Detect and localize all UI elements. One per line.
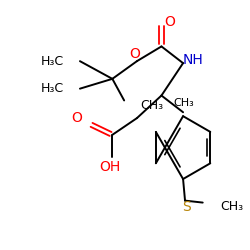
Text: O: O	[71, 111, 82, 125]
Text: OH: OH	[99, 160, 120, 174]
Text: H₃C: H₃C	[41, 55, 64, 68]
Text: H₃C: H₃C	[41, 82, 64, 95]
Text: CH₃: CH₃	[220, 200, 244, 213]
Text: CH₃: CH₃	[173, 98, 194, 108]
Text: O: O	[130, 47, 140, 61]
Text: O: O	[164, 15, 175, 29]
Text: NH: NH	[182, 53, 203, 67]
Text: S: S	[182, 200, 191, 213]
Text: CH₃: CH₃	[140, 99, 163, 112]
